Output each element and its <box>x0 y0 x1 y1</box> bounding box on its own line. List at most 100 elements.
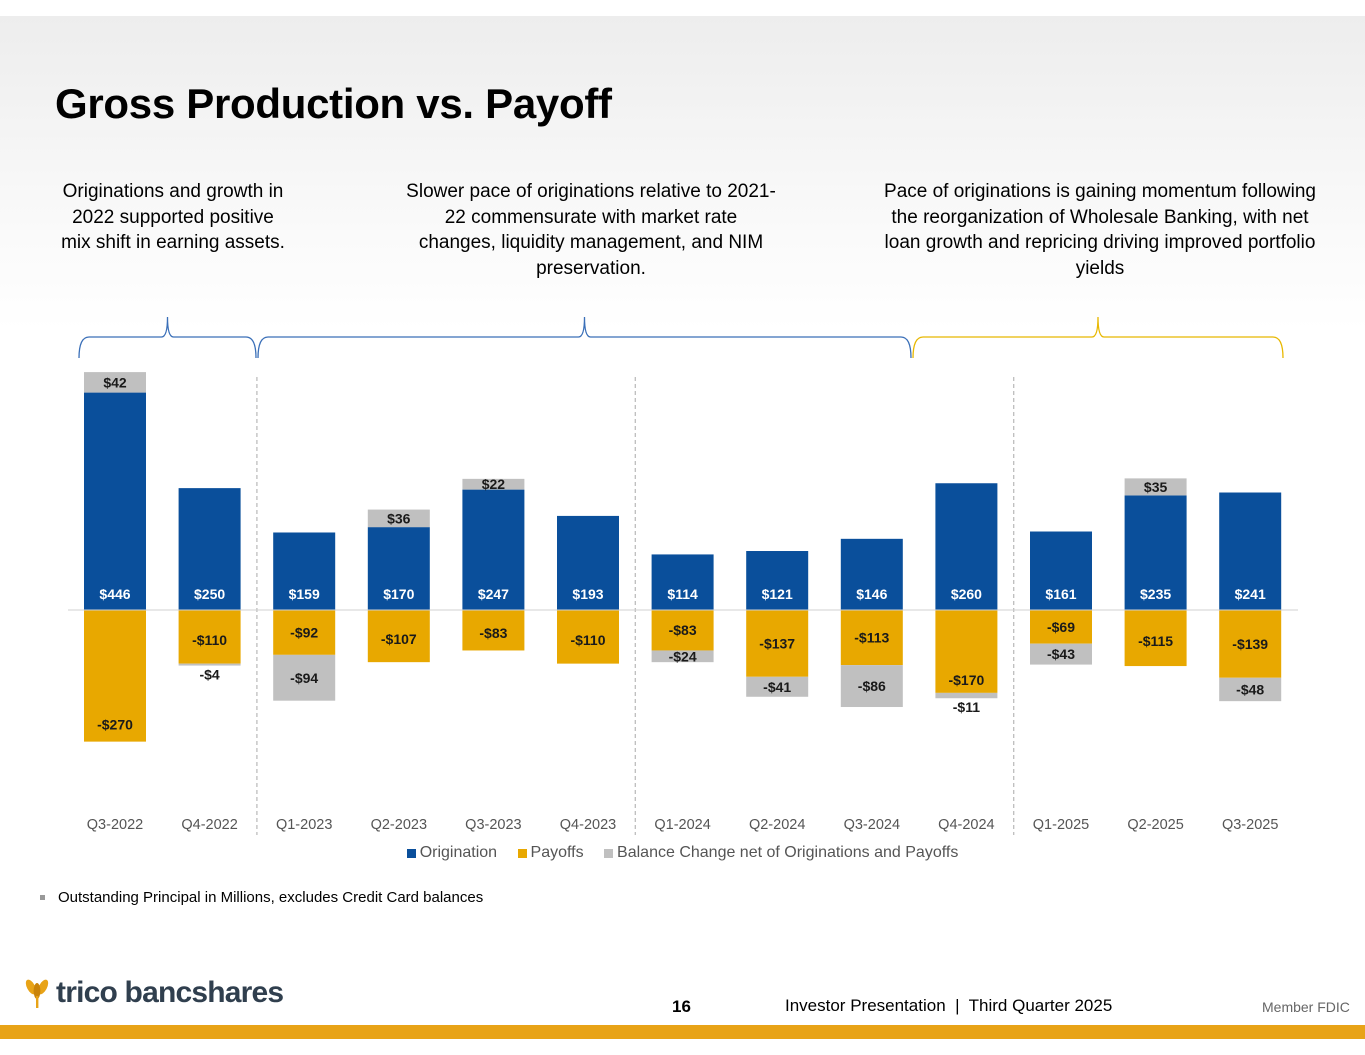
balance-change-label: -$43 <box>1047 646 1075 662</box>
balance-change-label: $42 <box>103 374 127 390</box>
legend-swatch-origination <box>406 848 416 858</box>
legend-item-origination: Origination <box>406 844 497 862</box>
origination-label: $170 <box>383 586 414 602</box>
balance-change-bar <box>178 663 241 666</box>
note-2022: Originations and growth in 2022 supporte… <box>61 181 285 253</box>
origination-bar <box>1030 531 1092 610</box>
payoff-label: -$83 <box>669 622 697 638</box>
payoff-label: -$137 <box>759 635 795 651</box>
origination-label: $247 <box>478 586 509 602</box>
balance-change-bar <box>1030 643 1092 665</box>
balance-change-label: $36 <box>387 510 411 526</box>
legend-label-payoffs: Payoffs <box>530 844 584 861</box>
logo-text: trico bancshares <box>56 976 284 1009</box>
page-number: 16 <box>672 997 691 1016</box>
origination-label: $114 <box>667 586 698 602</box>
legend-label-balance-change: Balance Change net of Originations and P… <box>617 844 959 861</box>
balance-change-bar <box>367 509 430 528</box>
x-tick-label: Q1-2025 <box>1033 817 1089 833</box>
balance-change-label: -$48 <box>1236 681 1264 697</box>
payoff-bar <box>1030 610 1092 644</box>
balance-change-label: -$94 <box>290 670 318 686</box>
origination-label: $159 <box>289 586 320 602</box>
bullet-icon <box>40 895 45 900</box>
balance-change-bar <box>651 650 714 663</box>
origination-bar <box>273 532 336 610</box>
x-tick-label: Q1-2023 <box>276 817 332 833</box>
payoff-label: -$170 <box>948 672 984 688</box>
payoff-bar <box>651 610 714 651</box>
payoff-bar <box>935 610 998 693</box>
balance-change-label: $22 <box>482 476 506 492</box>
payoff-label: -$83 <box>479 625 507 641</box>
origination-label: $250 <box>194 586 225 602</box>
balance-change-label: -$41 <box>763 679 791 695</box>
brace-2025 <box>912 316 1284 359</box>
footer-band <box>0 1025 1365 1039</box>
note-2023-2024: Slower pace of originations relative to … <box>406 181 776 279</box>
origination-label: $235 <box>1140 586 1171 602</box>
trico-logo: trico bancshares <box>22 976 284 1010</box>
balance-change-bar <box>746 676 809 697</box>
brace-2023-2024 <box>257 316 912 359</box>
x-tick-label: Q4-2022 <box>181 817 237 833</box>
payoff-bar <box>1124 610 1187 667</box>
origination-bar <box>462 489 525 610</box>
balance-change-label: -$4 <box>199 667 219 683</box>
footnote: Outstanding Principal in Millions, exclu… <box>40 889 483 906</box>
origination-label: $241 <box>1235 586 1266 602</box>
top-strip <box>0 0 1365 16</box>
balance-change-label: -$11 <box>953 699 980 715</box>
production-vs-payoff-chart: $446 -$270 $42 $250 -$110 -$4 $159 -$92 -$94 $170… <box>68 316 1298 835</box>
origination-bar <box>84 392 146 610</box>
payoff-label: -$115 <box>1138 633 1173 649</box>
x-tick-label: Q3-2024 <box>844 817 900 833</box>
payoff-bar <box>178 610 241 664</box>
origination-label: $161 <box>1045 586 1076 602</box>
balance-change-bar <box>1219 677 1282 702</box>
payoff-bar <box>1219 610 1282 678</box>
balance-change-label: -$24 <box>669 648 697 664</box>
origination-label: $193 <box>572 586 603 602</box>
payoff-bar <box>367 610 430 663</box>
footnote-text: Outstanding Principal in Millions, exclu… <box>58 889 484 906</box>
payoff-label: -$113 <box>854 630 889 646</box>
legend-swatch-balance-change <box>604 848 614 858</box>
origination-label: $446 <box>99 586 130 602</box>
chart-legend: Origination Payoffs Balance Change net o… <box>0 844 1365 863</box>
legend-swatch-payoffs <box>517 848 527 858</box>
brace-2022 <box>78 316 257 359</box>
member-fdic: Member FDIC <box>1262 999 1350 1015</box>
origination-label: $146 <box>856 586 887 602</box>
x-tick-label: Q2-2024 <box>749 817 805 833</box>
payoff-label: -$110 <box>192 632 227 648</box>
legend-item-balance-change: Balance Change net of Originations and P… <box>604 844 958 862</box>
payoff-bar <box>840 610 903 666</box>
legend-item-payoffs: Payoffs <box>517 844 584 862</box>
note-2025: Pace of originations is gaining momentum… <box>884 181 1316 279</box>
page-title: Gross Production vs. Payoff <box>55 80 612 127</box>
origination-bar <box>651 554 714 610</box>
payoff-label: -$110 <box>570 632 605 648</box>
balance-change-bar <box>1124 478 1187 496</box>
balance-change-bar <box>840 665 903 708</box>
x-tick-label: Q1-2024 <box>654 817 710 833</box>
payoff-label: -$139 <box>1232 636 1268 652</box>
origination-bar <box>557 515 619 610</box>
payoff-bar <box>84 610 146 742</box>
payoff-bar <box>462 610 525 651</box>
payoff-label: -$92 <box>290 624 318 640</box>
payoff-bar <box>273 610 336 655</box>
payoff-label: -$107 <box>381 631 417 647</box>
x-tick-label: Q3-2023 <box>465 817 521 833</box>
balance-change-bar <box>935 692 998 699</box>
origination-bar <box>1219 492 1282 610</box>
x-tick-label: Q3-2022 <box>87 817 143 833</box>
presentation-title: Investor Presentation | Third Quarter 20… <box>785 996 1113 1015</box>
balance-change-label: -$86 <box>858 678 886 694</box>
origination-label: $121 <box>762 586 793 602</box>
wheat-logo-icon <box>25 979 49 1008</box>
balance-change-label: $35 <box>1144 479 1168 495</box>
x-tick-label: Q2-2025 <box>1127 817 1183 833</box>
x-tick-label: Q4-2023 <box>560 817 616 833</box>
